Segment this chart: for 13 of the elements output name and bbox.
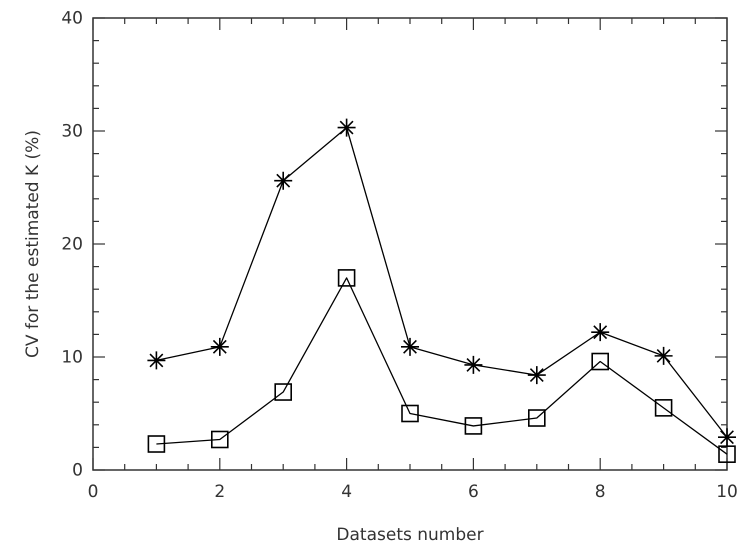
x-tick-label: 8 bbox=[594, 482, 606, 502]
x-axis-title: Datasets number bbox=[336, 525, 484, 545]
y-tick-label: 40 bbox=[61, 8, 83, 28]
y-tick-label: 10 bbox=[61, 347, 83, 368]
y-tick-label: 0 bbox=[72, 460, 83, 480]
y-tick-label: 30 bbox=[61, 121, 83, 142]
x-tick-label: 4 bbox=[341, 482, 352, 502]
x-tick-label: 6 bbox=[468, 482, 479, 502]
y-tick-label: 20 bbox=[61, 234, 83, 254]
x-tick-label: 0 bbox=[88, 482, 98, 502]
y-axis-title: CV for the estimated K (%) bbox=[23, 130, 43, 358]
x-tick-label: 2 bbox=[214, 482, 226, 502]
x-tick-label: 10 bbox=[716, 482, 738, 502]
